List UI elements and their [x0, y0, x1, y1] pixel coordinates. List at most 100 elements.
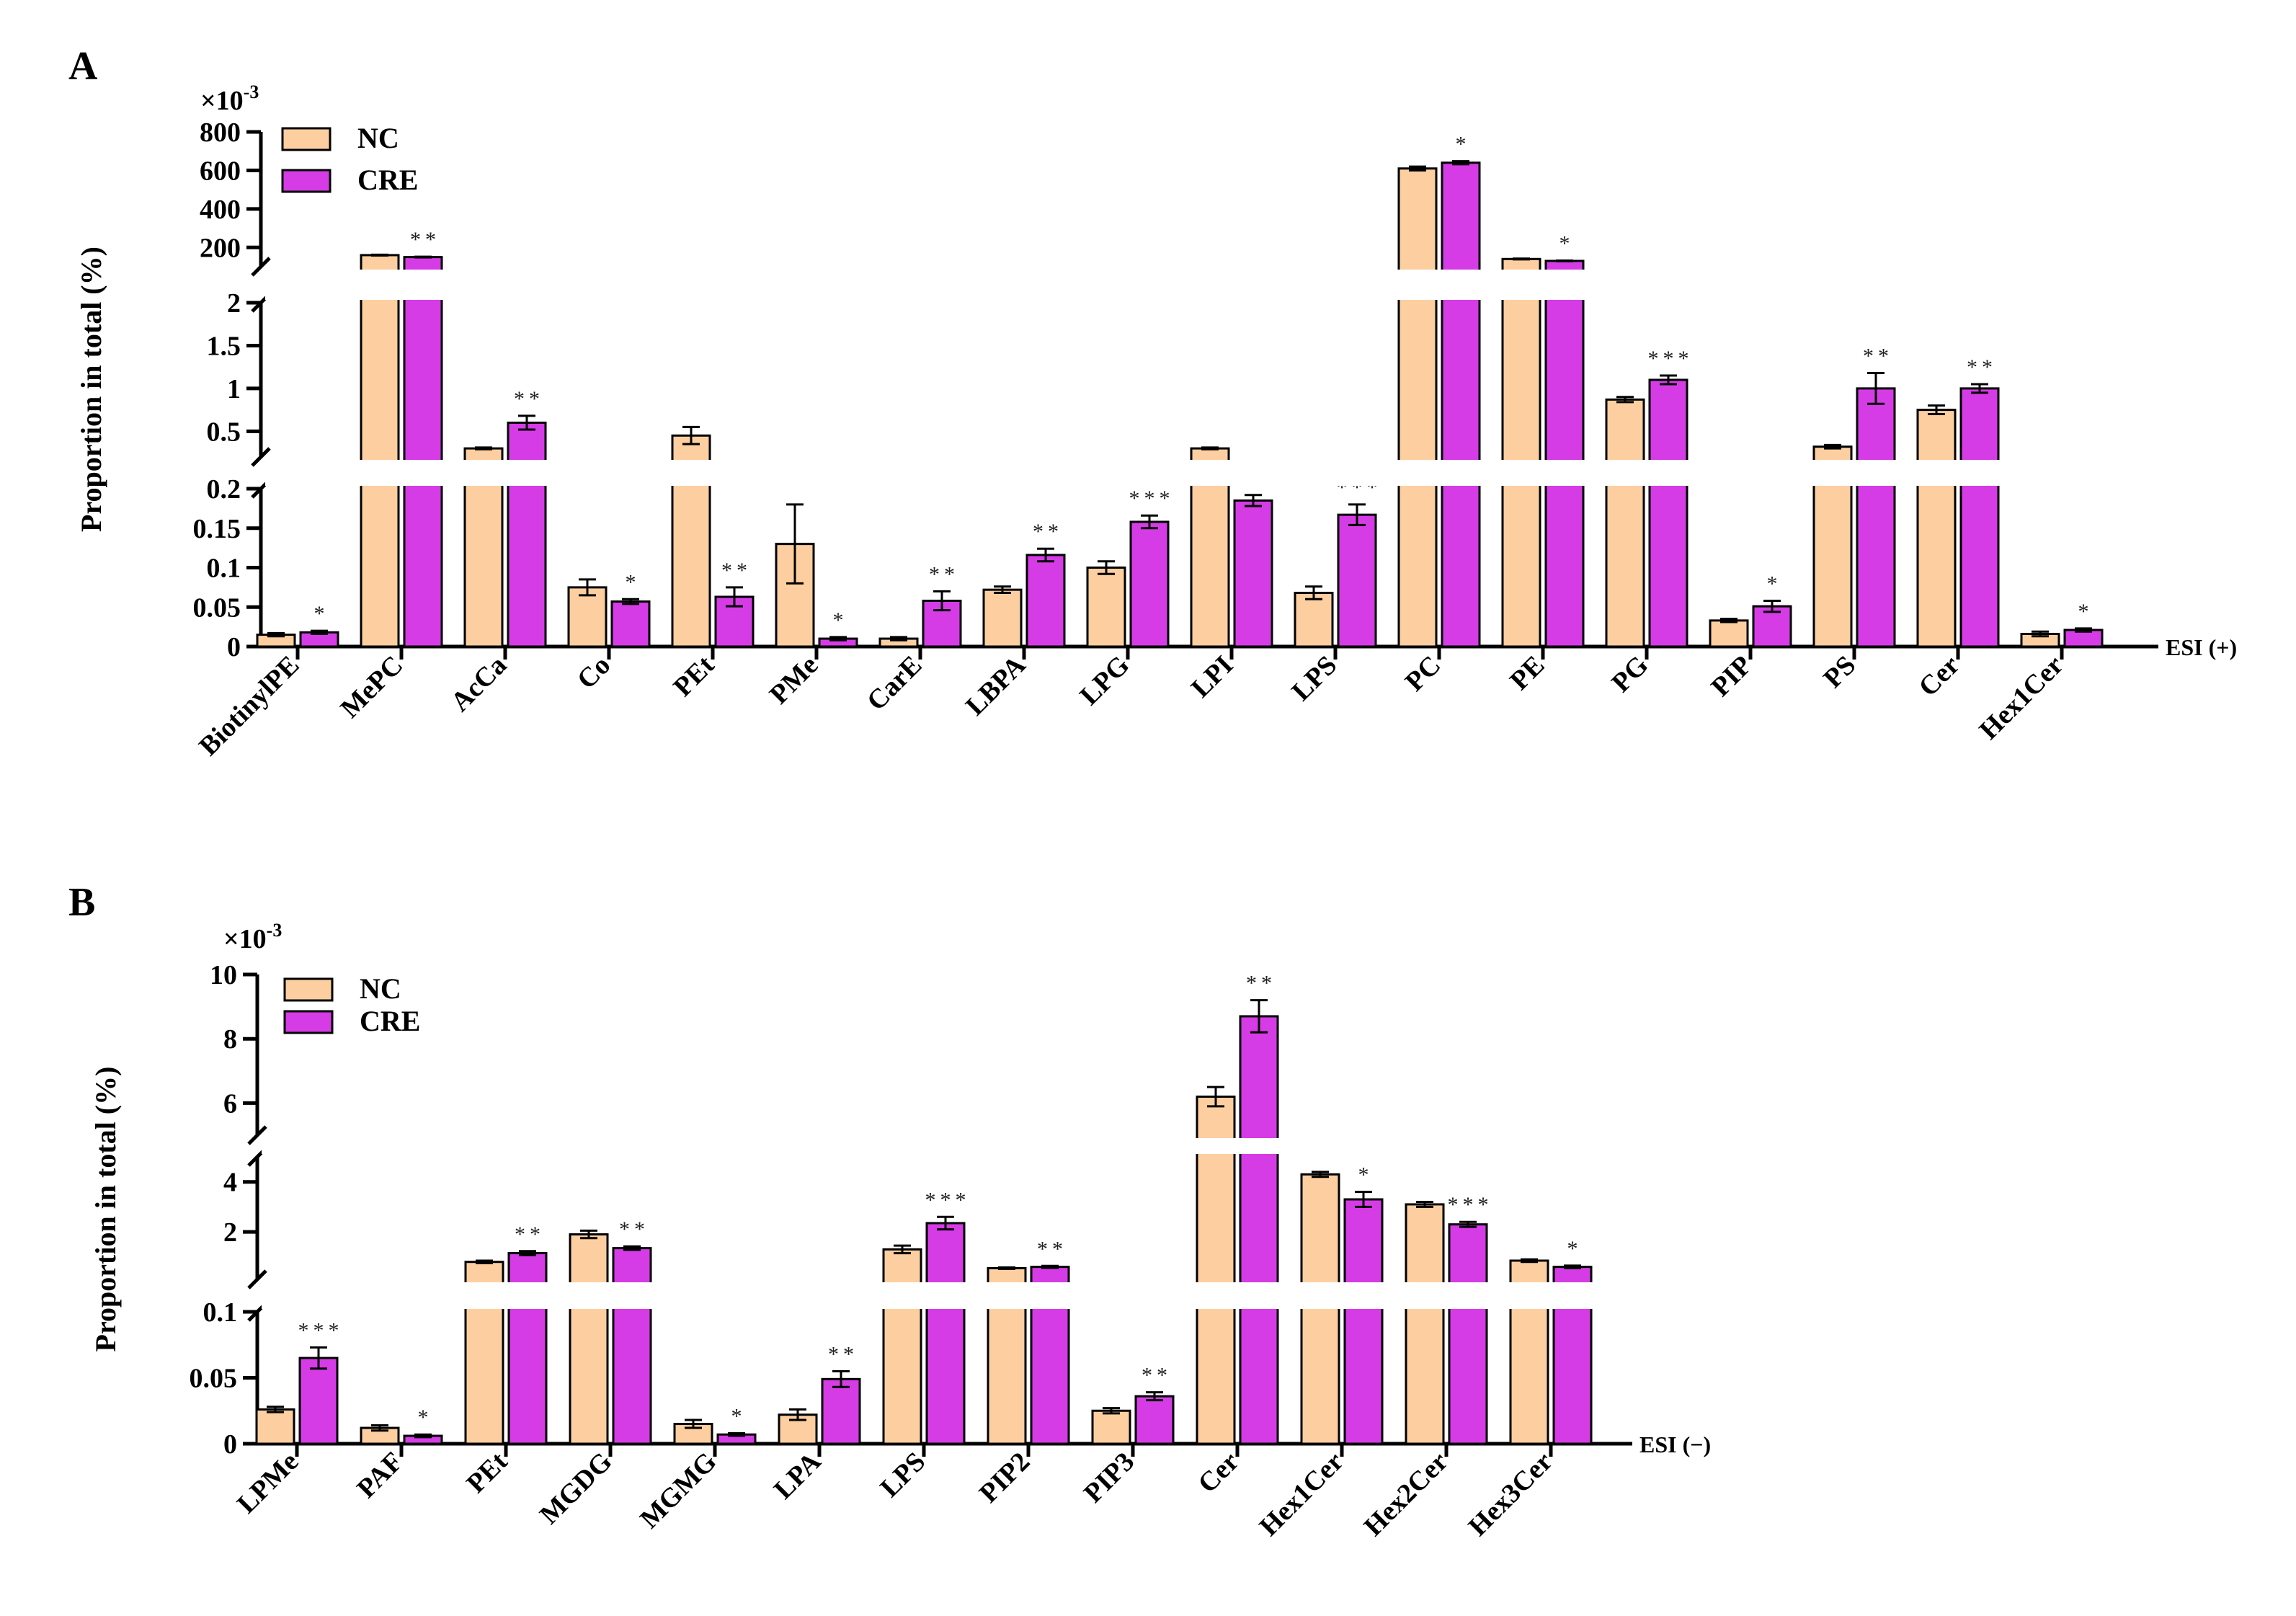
significance-marker: * * [721, 559, 747, 582]
bar-nc [1501, 257, 1541, 648]
y-tick-label: 800 [200, 117, 241, 148]
bar-cre [1544, 259, 1585, 648]
scale-factor: ×10-3 [223, 920, 282, 954]
bar-cre [1959, 387, 2000, 648]
category-label: PIP3 [1078, 1447, 1140, 1509]
y-tick-label: 10 [210, 960, 237, 990]
bar-cre [1856, 387, 1896, 648]
scale-exponent: -3 [244, 81, 259, 102]
bar-nc [882, 1248, 922, 1445]
significance-marker: * * * [1647, 347, 1688, 370]
significance-marker: * * [619, 1217, 645, 1241]
significance-marker: * * * [925, 1188, 966, 1212]
significance-marker: * * [1967, 355, 1993, 379]
category-label: Hex1Cer [1254, 1447, 1350, 1542]
bar-cre [1134, 1395, 1175, 1445]
bar-nc [1916, 409, 1957, 648]
category-label: Hex2Cer [1358, 1447, 1454, 1542]
bar-cre [298, 1357, 339, 1445]
axis-break-mark [247, 1125, 267, 1145]
bar-nc [1091, 1409, 1131, 1445]
y-tick-label: 0 [223, 1429, 237, 1460]
significance-marker: * [314, 602, 325, 626]
significance-marker: * * [410, 228, 436, 252]
legend-label-cre: CRE [357, 164, 418, 196]
bar-nc [255, 1408, 295, 1445]
legend-label-nc: NC [360, 972, 401, 1005]
y-tick-label: 200 [200, 233, 241, 263]
significance-marker: * [2078, 600, 2089, 623]
category-label: BiotinylPE [193, 650, 305, 762]
category-label: LBPA [960, 649, 1032, 722]
bar-cre [610, 600, 651, 648]
significance-marker: * [1559, 231, 1570, 255]
bar-nc [1405, 1203, 1445, 1445]
significance-marker: * * [1246, 972, 1272, 995]
significance-marker: * * [1142, 1364, 1167, 1388]
legend-swatch-nc [281, 127, 332, 151]
bar-nc [1605, 398, 1645, 648]
bar-nc [1709, 619, 1749, 648]
significance-marker: * * [828, 1342, 854, 1366]
legend-label-nc: NC [357, 122, 399, 154]
legend-swatch-nc [283, 977, 334, 1002]
significance-marker: * * [514, 387, 540, 411]
panel-b: B ×10-3 Proportion in total (%) 0 0.05 0.1 2 4 6… [68, 880, 1711, 1542]
bar-cre [1441, 161, 1481, 648]
significance-marker: * * [515, 1222, 540, 1246]
bar-cre [821, 1377, 861, 1445]
bar-cre [612, 1247, 652, 1445]
y-tick-label: 8 [223, 1024, 237, 1055]
bar-cre [1448, 1223, 1488, 1445]
bar-cre [403, 256, 443, 648]
category-label: MePC [335, 650, 409, 724]
scale-exponent: -3 [267, 920, 282, 941]
category-label: Hex1Cer [1974, 650, 2070, 746]
bar-nc [1086, 567, 1126, 648]
bar-cre [507, 1252, 548, 1445]
y-axis-label: Proportion in total (%) [89, 1067, 122, 1352]
bar-cre [1343, 1198, 1384, 1445]
significance-marker: * [833, 608, 844, 632]
category-label: MGMG [634, 1447, 722, 1535]
significance-marker: * * * [298, 1318, 339, 1342]
y-tick-label: 2 [227, 288, 241, 319]
axis-break-mark [251, 257, 271, 277]
axis-break-mark [251, 447, 271, 467]
bar-cre [1233, 499, 1273, 648]
bar-nc [569, 1233, 609, 1445]
y-tick-label: 0.1 [207, 554, 241, 584]
y-tick-label: 2 [223, 1217, 237, 1248]
axis-break-gap [265, 270, 2158, 300]
y-axis-label: Proportion in total (%) [75, 247, 107, 532]
y-tick-label: 0 [227, 632, 241, 662]
panel-letter: B [68, 880, 95, 925]
bar-nc [360, 254, 400, 648]
significance-marker: * [1567, 1237, 1578, 1261]
significance-marker: * * [1037, 1237, 1063, 1261]
significance-marker: * * * [1447, 1193, 1488, 1217]
y-tick-label: 1 [227, 374, 241, 404]
category-label: MGDG [534, 1447, 618, 1530]
bar-nc [1294, 592, 1334, 648]
bar-cre [1025, 554, 1066, 648]
bar-cre [507, 421, 547, 648]
y-tick-label: 0.15 [193, 514, 241, 544]
bar-cre [1337, 513, 1377, 648]
legend-swatch-cre [283, 1010, 334, 1034]
significance-marker: * * [1863, 344, 1889, 368]
y-tick-label: 400 [200, 195, 241, 225]
bar-nc [982, 588, 1023, 648]
category-label: CarE [861, 650, 927, 716]
esi-mode-label: ESI (−) [1639, 1431, 1711, 1457]
significance-marker: * [1456, 133, 1467, 156]
y-tick-label: 600 [200, 156, 241, 186]
significance-marker: * [1767, 572, 1778, 595]
category-label: AcCa [445, 650, 512, 718]
category-label: PIP2 [974, 1447, 1036, 1509]
y-tick-label: 0.2 [207, 474, 241, 505]
y-tick-label: 0.05 [190, 1364, 238, 1394]
category-label: Hex3Cer [1463, 1447, 1559, 1542]
bar-cre [925, 1222, 966, 1445]
significance-marker: * * * [1129, 487, 1170, 510]
